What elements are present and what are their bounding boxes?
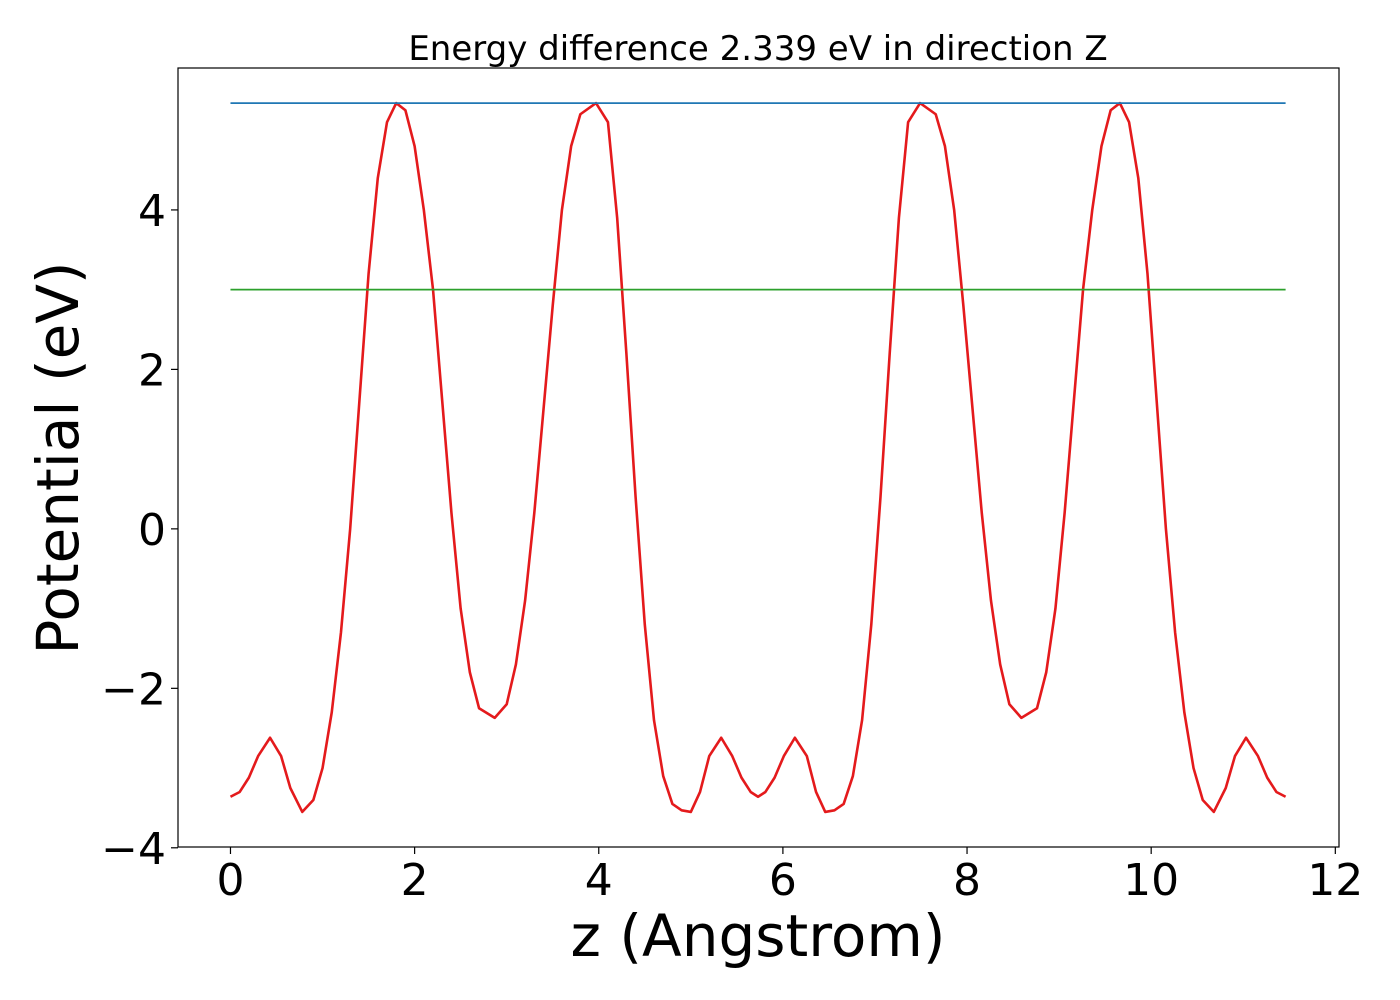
plot-frame xyxy=(177,67,1340,848)
x-tick-label: 8 xyxy=(953,855,981,906)
x-tick-label: 0 xyxy=(216,855,244,906)
y-tick-label: 0 xyxy=(138,505,166,556)
chart-title: Energy difference 2.339 eV in direction … xyxy=(408,29,1107,69)
x-tick-label: 4 xyxy=(585,855,613,906)
x-tick-label: 12 xyxy=(1307,855,1363,906)
x-axis-label: z (Angstrom) xyxy=(571,902,946,970)
y-tick-label: −2 xyxy=(101,664,166,715)
y-axis-label: Potential (eV) xyxy=(24,261,92,654)
y-tick-label: 2 xyxy=(138,345,166,396)
x-tick-label: 10 xyxy=(1123,855,1179,906)
x-tick-label: 6 xyxy=(769,855,797,906)
data-line xyxy=(229,101,1287,814)
x-tick-label: 2 xyxy=(401,855,429,906)
y-tick-label: −4 xyxy=(101,824,166,875)
y-tick-label: 4 xyxy=(138,186,166,237)
